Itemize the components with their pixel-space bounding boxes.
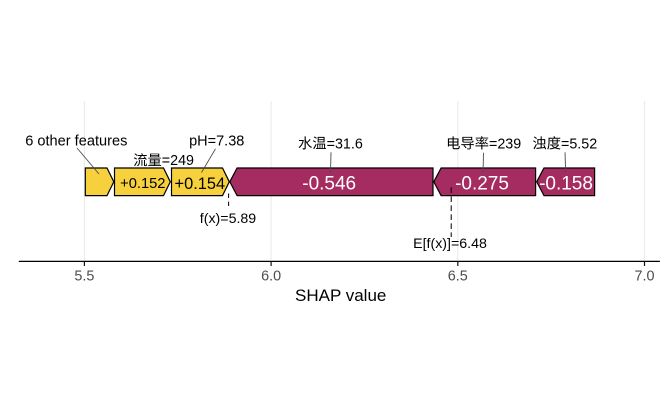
svg-text:+0.152: +0.152 bbox=[120, 176, 165, 192]
svg-text:=31.6: =31.6 bbox=[327, 136, 363, 152]
svg-text:SHAP value: SHAP value bbox=[295, 286, 386, 305]
svg-text:=239: =239 bbox=[489, 136, 521, 152]
svg-text:E[f(x)]=6.48: E[f(x)]=6.48 bbox=[413, 236, 487, 252]
svg-text:6 other features: 6 other features bbox=[25, 134, 127, 150]
svg-text:=5.52: =5.52 bbox=[561, 136, 597, 152]
svg-text:7.0: 7.0 bbox=[634, 269, 654, 285]
svg-text:6.5: 6.5 bbox=[448, 269, 468, 285]
svg-text:-0.158: -0.158 bbox=[539, 173, 593, 194]
svg-text:-0.275: -0.275 bbox=[455, 173, 509, 194]
svg-text:+0.154: +0.154 bbox=[175, 175, 226, 193]
svg-text:5.5: 5.5 bbox=[74, 269, 94, 285]
svg-text:f(x)=5.89: f(x)=5.89 bbox=[200, 211, 256, 227]
svg-text:-0.546: -0.546 bbox=[302, 173, 356, 194]
svg-text:pH=7.38: pH=7.38 bbox=[189, 134, 244, 150]
svg-text:6.0: 6.0 bbox=[261, 269, 281, 285]
svg-text:=249: =249 bbox=[162, 153, 194, 169]
